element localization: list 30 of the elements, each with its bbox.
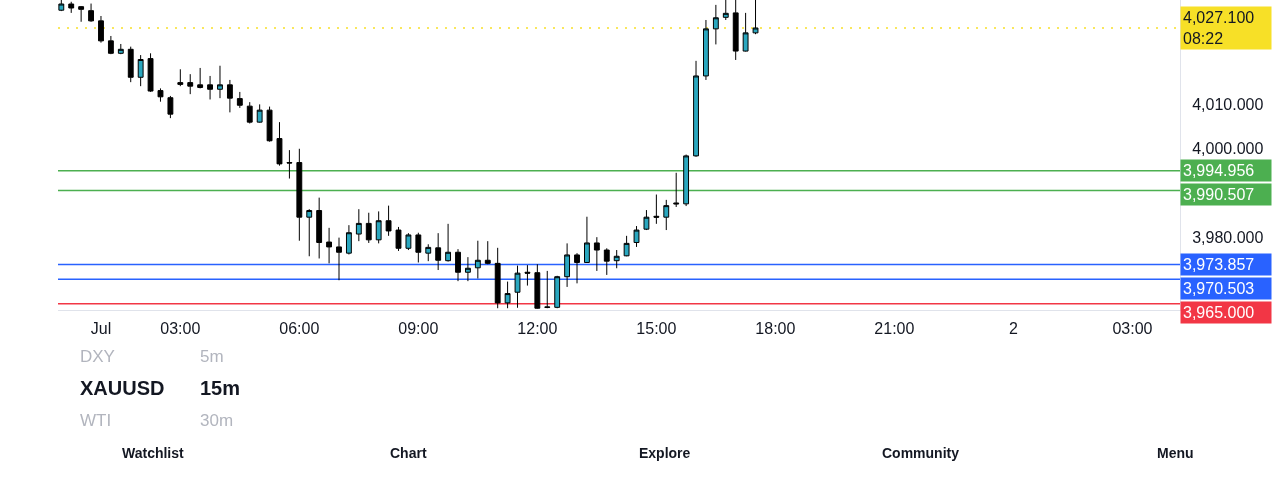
text: 30m bbox=[200, 411, 234, 430]
x-tick-label: 03:00 bbox=[1112, 320, 1153, 338]
ref-line-label: 4,027.100 08:22 bbox=[1183, 9, 1255, 47]
ref-line-label: 3,965.000 bbox=[1183, 304, 1255, 321]
x-tick-label: 2 bbox=[1008, 320, 1018, 338]
x-tick-label: 15:00 bbox=[636, 320, 677, 338]
y-tick-label: 3,980.000 bbox=[1192, 228, 1264, 246]
text: 15m bbox=[200, 377, 241, 399]
x-tick-label: Jul bbox=[90, 320, 112, 338]
x-tick-label: 09:00 bbox=[398, 320, 439, 338]
text: 5m bbox=[200, 347, 224, 366]
text: WTI bbox=[80, 411, 112, 430]
text: Community bbox=[882, 445, 960, 461]
x-tick-label: 03:00 bbox=[160, 320, 201, 338]
text: Menu bbox=[1157, 445, 1194, 461]
ref-line-label: 3,990.507 bbox=[1183, 186, 1255, 203]
text: Chart bbox=[390, 445, 427, 461]
ref-line-label: 3,970.503 bbox=[1183, 280, 1255, 297]
y-tick-label: 4,010.000 bbox=[1192, 95, 1264, 113]
x-tick-label: 12:00 bbox=[517, 320, 558, 338]
x-tick-label: 18:00 bbox=[755, 320, 796, 338]
text: Watchlist bbox=[122, 445, 185, 461]
ref-line-label: 3,973.857 bbox=[1183, 256, 1255, 273]
text: XAUUSD bbox=[80, 377, 165, 399]
ref-line-label: 3,994.956 bbox=[1183, 162, 1255, 179]
text: Explore bbox=[639, 445, 691, 461]
x-tick-label: 21:00 bbox=[874, 320, 915, 338]
text: DXY bbox=[80, 347, 115, 366]
x-tick-label: 06:00 bbox=[279, 320, 320, 338]
y-tick-label: 4,000.000 bbox=[1192, 139, 1264, 157]
